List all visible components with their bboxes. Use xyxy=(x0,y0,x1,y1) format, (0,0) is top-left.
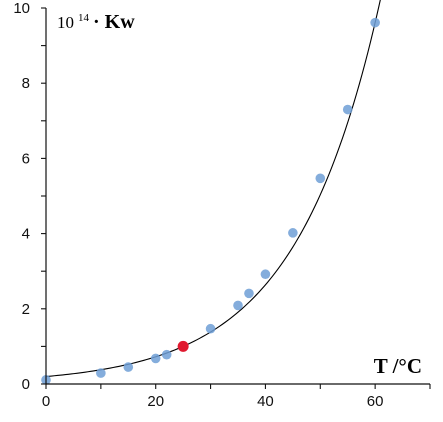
data-point xyxy=(370,17,380,28)
y-axis-label-exponent: 14 xyxy=(78,12,90,24)
x-tick-label: 0 xyxy=(42,393,50,410)
data-point xyxy=(315,173,326,184)
data-point xyxy=(260,269,271,280)
axis-layer: 0 20 40 60 0 2 4 6 8 10 xyxy=(13,0,431,410)
y-tick-label: 10 xyxy=(13,0,30,17)
x-tick-label: 40 xyxy=(257,393,274,410)
data-point xyxy=(96,368,106,378)
y-tick-label: 2 xyxy=(22,301,30,318)
data-point xyxy=(150,353,161,364)
data-point xyxy=(161,349,172,360)
y-axis-label-suffix: · Kw xyxy=(93,11,135,33)
y-axis-label: 10 14 · Kw xyxy=(57,8,135,33)
fit-curve xyxy=(45,0,381,378)
data-point xyxy=(123,362,134,372)
text-layer: 10 14 · Kw T /°C xyxy=(57,8,422,378)
y-tick-label: 4 xyxy=(22,226,30,243)
data-point xyxy=(244,288,254,299)
data-point xyxy=(342,104,353,115)
reference-point xyxy=(177,340,189,352)
x-axis-label: T /°C xyxy=(374,354,422,378)
y-tick-label: 8 xyxy=(22,75,30,92)
y-tick-label: 0 xyxy=(22,376,30,393)
x-tick-label: 60 xyxy=(367,393,384,410)
y-tick-label: 6 xyxy=(22,150,30,167)
data-point xyxy=(205,323,216,334)
data-point xyxy=(233,300,243,311)
plot-layer xyxy=(41,0,381,385)
y-axis-label-prefix: 10 xyxy=(57,13,74,32)
data-point xyxy=(288,228,298,238)
x-tick-label: 20 xyxy=(147,393,164,410)
